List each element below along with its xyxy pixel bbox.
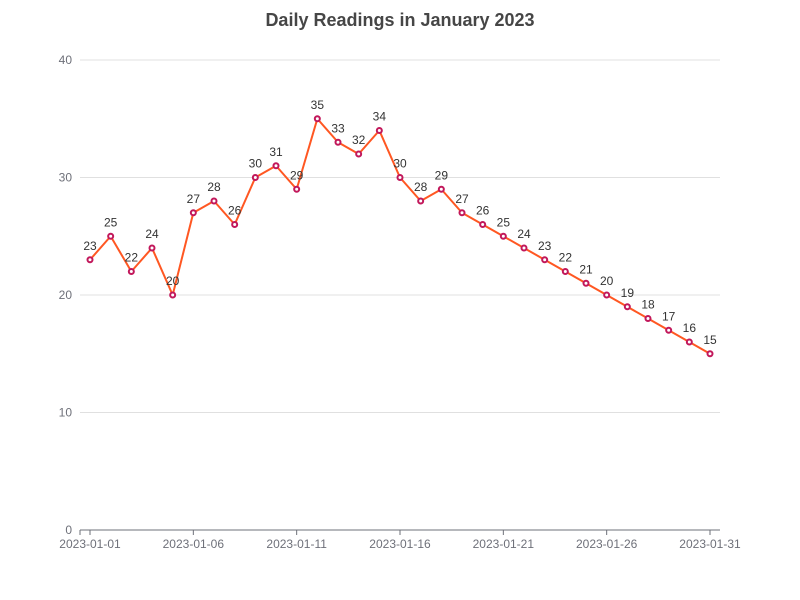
- data-point: [189, 209, 197, 217]
- data-label: 27: [455, 192, 469, 206]
- data-label: 29: [435, 168, 449, 182]
- data-label: 24: [145, 227, 159, 241]
- y-tick-label: 20: [59, 288, 73, 302]
- data-point: [685, 338, 693, 346]
- data-point: [210, 197, 218, 205]
- data-point: [603, 291, 611, 299]
- data-label: 17: [662, 309, 676, 323]
- data-label: 33: [331, 121, 345, 135]
- data-point: [520, 244, 528, 252]
- data-label: 29: [290, 168, 304, 182]
- data-point: [396, 174, 404, 181]
- data-label: 30: [249, 157, 263, 171]
- data-point: [293, 185, 301, 193]
- label-layer: 23 25 22 24 20 27 28 26 30 31 29 35 33 32 34 30 28 29 27 26…: [83, 98, 717, 347]
- data-point: [417, 197, 425, 205]
- data-label: 15: [703, 333, 717, 347]
- y-tick-label: 10: [59, 406, 73, 420]
- data-point: [375, 127, 383, 134]
- data-label: 20: [600, 274, 614, 288]
- y-tick-label: 0: [65, 523, 72, 537]
- data-point: [499, 232, 507, 240]
- data-label: 27: [187, 192, 201, 206]
- grid-layer: [80, 59, 720, 413]
- x-tick-label: 2023-01-16: [369, 537, 431, 551]
- data-label: 31: [269, 145, 283, 159]
- data-label: 23: [538, 239, 552, 253]
- data-point: [313, 115, 321, 123]
- x-tick-label: 2023-01-06: [163, 537, 225, 551]
- data-point: [148, 244, 156, 252]
- data-label: 32: [352, 133, 366, 147]
- data-label: 34: [373, 110, 387, 124]
- data-point: [107, 232, 115, 240]
- data-label: 25: [497, 215, 511, 229]
- x-tick-label: 2023-01-26: [576, 537, 638, 551]
- x-tick-label: 2023-01-21: [473, 537, 535, 551]
- chart-title: Daily Readings in January 2023: [265, 10, 535, 30]
- data-label: 28: [207, 180, 221, 194]
- data-point: [665, 326, 673, 334]
- data-label: 23: [83, 239, 97, 253]
- data-label: 26: [228, 204, 242, 218]
- data-label: 18: [641, 298, 655, 312]
- data-point: [127, 268, 135, 275]
- data-point: [541, 256, 549, 264]
- data-label: 26: [476, 204, 490, 218]
- data-point: [623, 303, 631, 311]
- data-label: 20: [166, 274, 180, 288]
- series-layer: [86, 115, 714, 358]
- x-tick-label: 2023-01-31: [679, 537, 741, 551]
- data-point: [479, 221, 487, 228]
- data-point: [644, 315, 652, 322]
- y-tick-label: 40: [59, 53, 73, 67]
- data-point: [458, 209, 466, 217]
- data-point: [561, 268, 569, 275]
- data-point: [231, 221, 239, 228]
- series-line: [89, 117, 711, 355]
- data-label: 19: [621, 286, 635, 300]
- data-point: [582, 279, 590, 287]
- data-point: [251, 174, 259, 181]
- data-label: 21: [579, 262, 593, 276]
- data-point: [355, 150, 363, 158]
- data-point: [706, 350, 714, 358]
- data-point: [334, 138, 342, 146]
- data-label: 28: [414, 180, 428, 194]
- x-tick-label: 2023-01-11: [266, 537, 327, 551]
- data-label: 24: [517, 227, 531, 241]
- data-point: [272, 162, 280, 170]
- data-label: 35: [311, 98, 325, 112]
- data-label: 22: [559, 251, 573, 265]
- x-tick-label: 2023-01-01: [59, 537, 121, 551]
- axis-layer: 0 10 20 30 40 2023-01-01 2023-01-06 2023-01-11 2…: [59, 53, 741, 551]
- data-label: 16: [683, 321, 697, 335]
- data-label: 25: [104, 215, 118, 229]
- data-point: [437, 185, 445, 193]
- data-point: [86, 256, 94, 264]
- data-label: 30: [393, 157, 407, 171]
- data-point: [169, 291, 177, 299]
- data-label: 22: [125, 251, 139, 265]
- y-tick-label: 30: [59, 171, 73, 185]
